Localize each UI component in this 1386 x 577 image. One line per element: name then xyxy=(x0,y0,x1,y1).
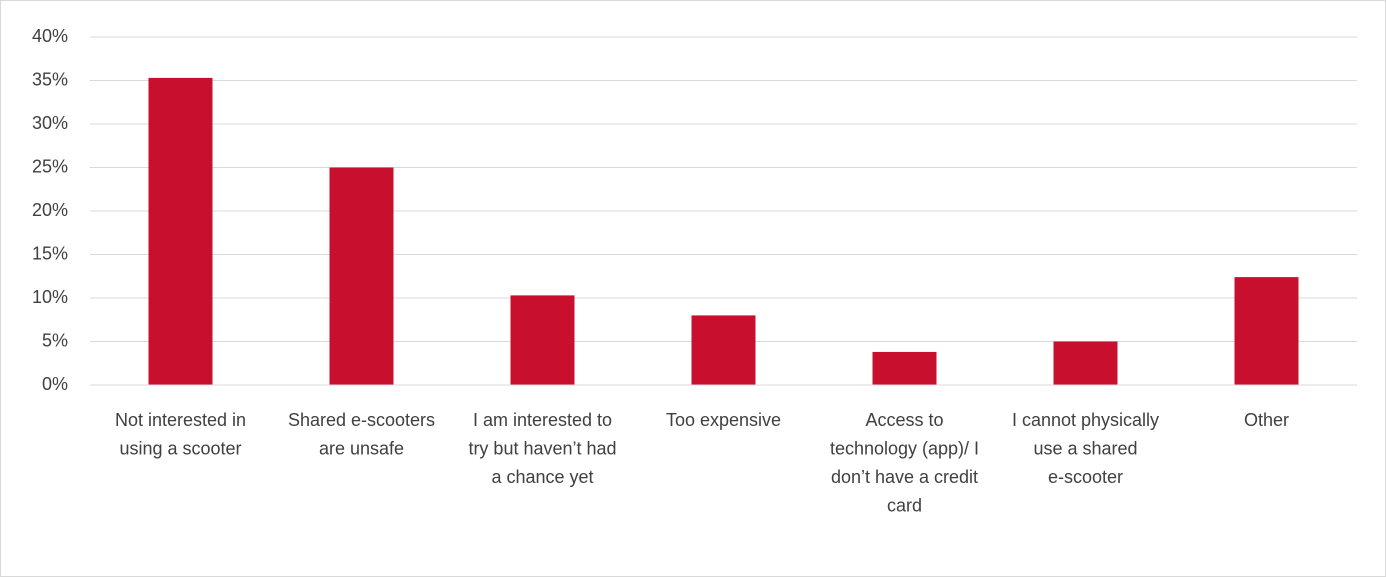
y-tick-label: 15% xyxy=(32,243,68,263)
y-tick-label: 40% xyxy=(32,26,68,46)
y-tick-label: 30% xyxy=(32,113,68,133)
bar xyxy=(510,295,575,385)
y-tick-label: 0% xyxy=(42,374,68,394)
bar xyxy=(329,167,394,385)
x-tick-label: Too expensive xyxy=(666,410,781,430)
y-tick-label: 25% xyxy=(32,156,68,176)
y-tick-label: 10% xyxy=(32,287,68,307)
x-tick-label: I am interested to try but haven’t had a c… xyxy=(468,410,616,487)
x-tick-label: Shared e-scooters are unsafe xyxy=(288,410,435,459)
x-tick-label: Other xyxy=(1244,410,1289,430)
y-tick-label: 5% xyxy=(42,330,68,350)
bar xyxy=(1234,277,1299,385)
bar xyxy=(1053,341,1118,385)
y-tick-label: 20% xyxy=(32,200,68,220)
x-tick-label: Not interested in using a scooter xyxy=(115,410,246,459)
x-tick-label: I cannot physically use a shared e-scooter xyxy=(1012,410,1159,487)
bar xyxy=(148,77,213,385)
bar xyxy=(691,315,756,385)
y-tick-label: 35% xyxy=(32,69,68,89)
bar xyxy=(872,351,937,385)
